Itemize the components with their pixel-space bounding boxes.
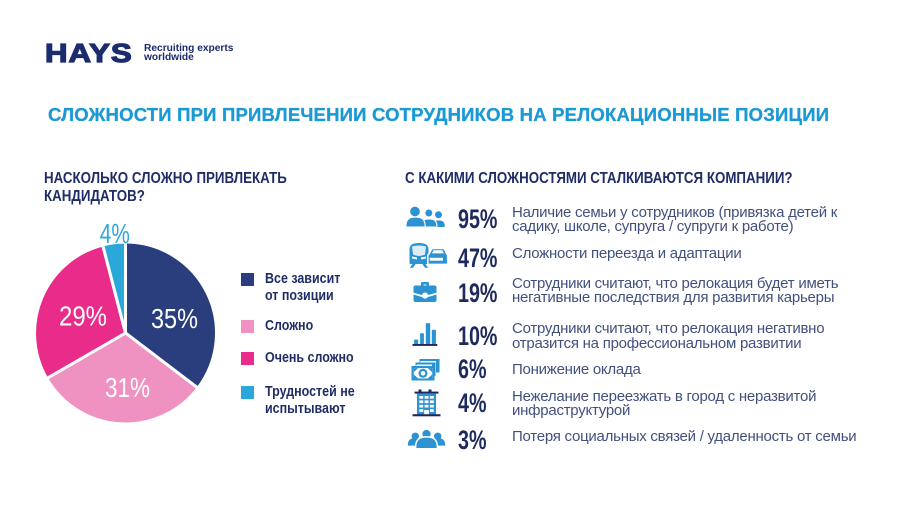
- svg-text:29%: 29%: [59, 301, 107, 332]
- svg-text:31%: 31%: [105, 372, 150, 403]
- svg-text:35%: 35%: [151, 303, 198, 334]
- svg-text:4%: 4%: [100, 218, 130, 249]
